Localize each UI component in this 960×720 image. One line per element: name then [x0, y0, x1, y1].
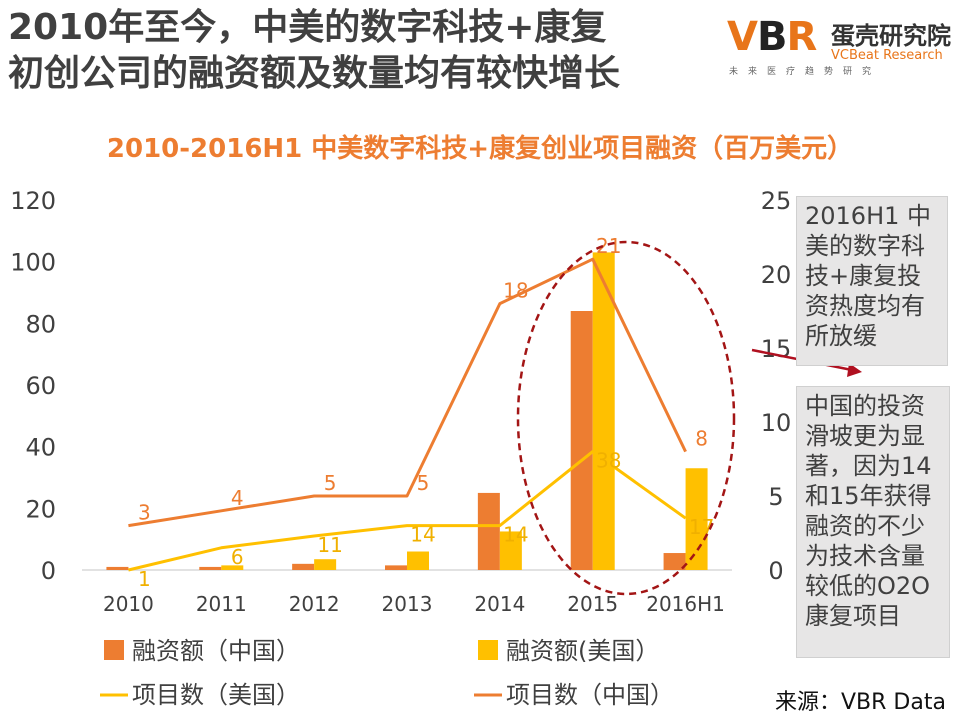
data-label-us-count: 14: [503, 523, 528, 547]
bar-china-funding: [477, 492, 500, 570]
page-title-line-1: 2010年至今，中美的数字科技+康复: [8, 7, 607, 48]
bar-us-funding: [592, 252, 615, 570]
data-label-china-count: 5: [324, 471, 337, 495]
x-tick-label: 2013: [382, 592, 433, 616]
data-label-china-count: 3: [138, 501, 151, 525]
bar-us-funding: [314, 559, 337, 570]
page-title-line-2: 初创公司的融资额及数量均有较快增长: [8, 53, 621, 94]
y-left-tick-label: 80: [25, 310, 56, 338]
source-credit: 来源：VBR Data: [775, 690, 946, 715]
bar-china-funding: [199, 566, 222, 570]
y-left-tick-label: 120: [10, 187, 56, 215]
bar-china-funding: [106, 566, 129, 570]
x-tick-label: 2010: [103, 592, 154, 616]
data-label-china-count: 18: [503, 279, 528, 303]
logo-mark-r: R: [786, 14, 817, 60]
bar-us-funding: [499, 531, 522, 570]
data-label-china-count: 8: [695, 427, 708, 451]
data-label-china-count: 5: [417, 471, 430, 495]
logo-name-cn: 蛋壳研究院: [831, 22, 951, 50]
legend-swatch: [478, 640, 498, 660]
logo-mark-b: B: [756, 14, 787, 60]
note-box-china-decline: 中国的投资滑坡更为显著，因为14和15年获得融资的不少为技术含量较低的O2O康复…: [796, 386, 950, 658]
data-label-us-count: 38: [596, 449, 621, 473]
bar-china-funding: [385, 565, 407, 570]
y-right-tick-label: 20: [761, 261, 792, 289]
data-label-us-count: 14: [410, 523, 435, 547]
bar-us-funding: [221, 565, 244, 570]
logo-name-en: VCBeat Research: [831, 48, 943, 63]
data-label-china-count: 4: [231, 486, 244, 510]
x-tick-label: 2011: [196, 592, 247, 616]
highlight-ellipse: [516, 240, 736, 596]
data-label-us-count: 6: [231, 545, 244, 569]
y-left-tick-label: 0: [41, 557, 56, 585]
y-right-tick-label: 10: [761, 409, 792, 437]
logo-mark: VBR: [727, 14, 817, 60]
legend-label: 项目数（美国）: [132, 681, 300, 709]
bar-china-funding: [570, 311, 593, 570]
y-left-tick-label: 60: [25, 372, 56, 400]
y-right-tick-label: 0: [768, 557, 783, 585]
y-left-tick-label: 100: [10, 249, 56, 277]
legend-label: 融资额(美国）: [506, 637, 659, 665]
logo-tagline: 未来医疗趋势研究: [729, 67, 882, 77]
vbr-logo: VBR 蛋壳研究院 VCBeat Research 未来医疗趋势研究: [727, 8, 957, 77]
x-tick-label: 2016H1: [646, 592, 725, 616]
bar-china-funding: [292, 563, 315, 570]
legend-swatch: [104, 640, 124, 660]
bar-us-funding: [407, 551, 429, 570]
y-right-tick-label: 25: [761, 187, 792, 215]
data-label-us-count: 11: [317, 533, 342, 557]
bar-china-funding: [663, 553, 686, 570]
legend-label: 项目数（中国）: [506, 681, 674, 709]
callout-arrow-head: [847, 363, 862, 377]
logo-mark-v: V: [727, 14, 758, 60]
line-us-project-count: [128, 450, 687, 572]
note-box-slowdown: 2016H1 中美的数字科技+康复投资热度均有所放缓: [796, 196, 948, 366]
chart-title: 2010-2016H1 中美数字科技+康复创业项目融资（百万美元）: [106, 134, 854, 164]
x-tick-label: 2014: [474, 592, 525, 616]
line-china-project-count: [128, 257, 687, 528]
y-right-tick-label: 5: [768, 483, 783, 511]
data-label-us-count: 1: [138, 567, 151, 591]
x-tick-label: 2012: [289, 592, 340, 616]
y-left-tick-label: 20: [25, 495, 56, 523]
y-left-tick-label: 40: [25, 434, 56, 462]
x-tick-label: 2015: [567, 592, 618, 616]
y-right-tick-label: 15: [761, 335, 792, 363]
legend-label: 融资额（中国）: [132, 637, 300, 665]
bar-us-funding: [685, 468, 708, 570]
